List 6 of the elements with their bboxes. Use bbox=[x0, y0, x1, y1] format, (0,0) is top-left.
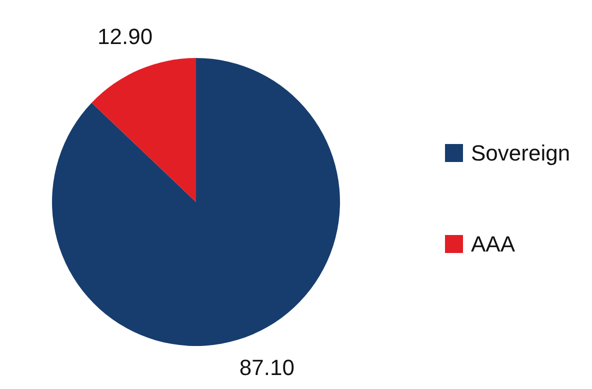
data-label: 87.10 bbox=[239, 354, 294, 380]
pie-slice bbox=[92, 58, 196, 202]
legend-label: Sovereign bbox=[471, 140, 570, 166]
pie-slice bbox=[52, 58, 340, 346]
legend-label: AAA bbox=[471, 232, 516, 256]
data-label: 12.90 bbox=[98, 24, 153, 50]
